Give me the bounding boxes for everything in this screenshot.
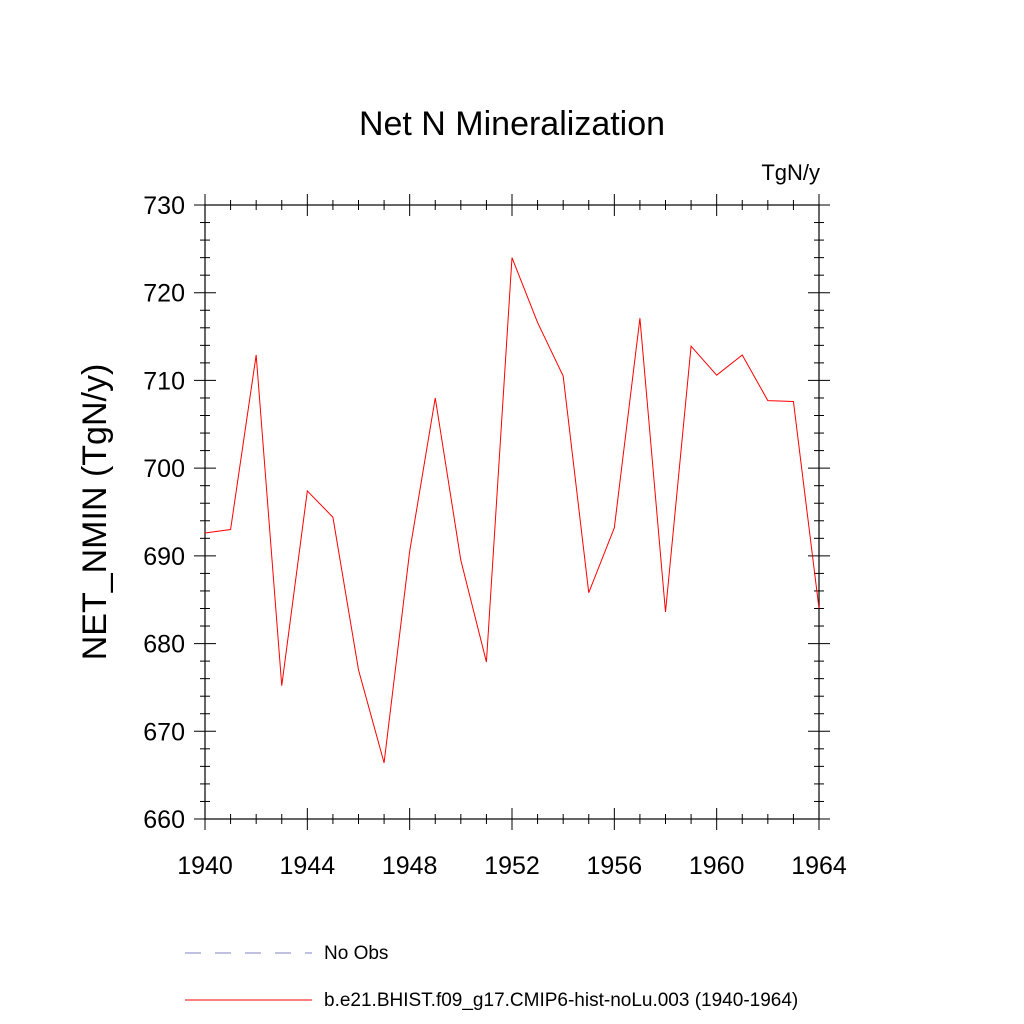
y-tick-label: 660 <box>143 806 185 834</box>
x-tick-label: 1956 <box>587 852 643 880</box>
x-tick-label: 1952 <box>484 852 540 880</box>
x-tick-label: 1944 <box>280 852 336 880</box>
units-label: TgN/y <box>761 160 820 185</box>
y-axis-label: NET_NMIN (TgN/y) <box>76 364 114 661</box>
x-tick-label: 1960 <box>689 852 745 880</box>
chart-title: Net N Mineralization <box>359 105 665 143</box>
legend-label-model-run: b.e21.BHIST.f09_g17.CMIP6-hist-noLu.003 … <box>324 990 798 1011</box>
x-tick-label: 1940 <box>177 852 233 880</box>
series-line-0 <box>204 257 820 763</box>
y-tick-label: 680 <box>143 631 185 659</box>
tick-labels: 660 670 680 690 700 710 720 730 1940 1944 1948 1952… <box>143 192 847 880</box>
legend: No Obs b.e21.BHIST.f09_g17.CMIP6-hist-no… <box>185 943 798 1011</box>
y-tick-label: 720 <box>143 280 185 308</box>
y-tick-label: 700 <box>143 455 185 483</box>
axis-ticks <box>194 194 830 830</box>
x-tick-label: 1948 <box>382 852 438 880</box>
plot-frame <box>204 204 820 820</box>
x-tick-label: 1964 <box>791 852 847 880</box>
legend-label-no-obs: No Obs <box>324 943 388 964</box>
y-tick-label: 690 <box>143 543 185 571</box>
series-group <box>204 257 820 763</box>
y-tick-label: 710 <box>143 367 185 395</box>
y-tick-label: 730 <box>143 192 185 220</box>
y-tick-label: 670 <box>143 718 185 746</box>
